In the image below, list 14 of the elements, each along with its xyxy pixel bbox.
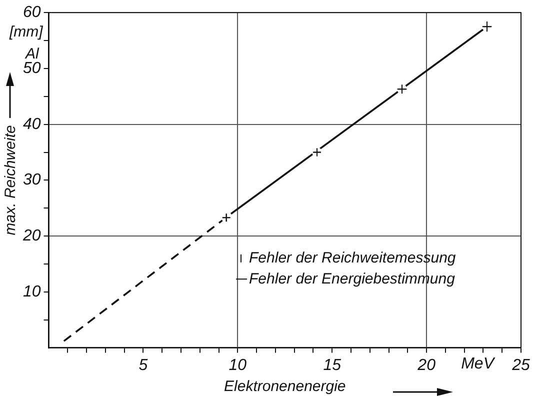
text: [mm] xyxy=(8,23,44,40)
y-tick-label: 60 xyxy=(23,4,41,22)
y-tick-label: 20 xyxy=(22,228,41,245)
text: MeV xyxy=(461,355,496,372)
x-tick-label: 5 xyxy=(138,356,148,374)
y-tick-label: 40 xyxy=(23,116,41,133)
y-tick-label: 30 xyxy=(23,172,41,189)
x-tick-label: 25 xyxy=(511,356,530,374)
y-axis-title: max. Reichweite xyxy=(2,125,20,236)
x-axis-title: Elektronenenergie xyxy=(224,378,346,396)
x-tick-label: 10 xyxy=(228,356,247,374)
y-tick-label: 10 xyxy=(23,283,41,300)
x-tick-label: 15 xyxy=(323,356,342,374)
x-tick-label: 20 xyxy=(416,356,436,374)
